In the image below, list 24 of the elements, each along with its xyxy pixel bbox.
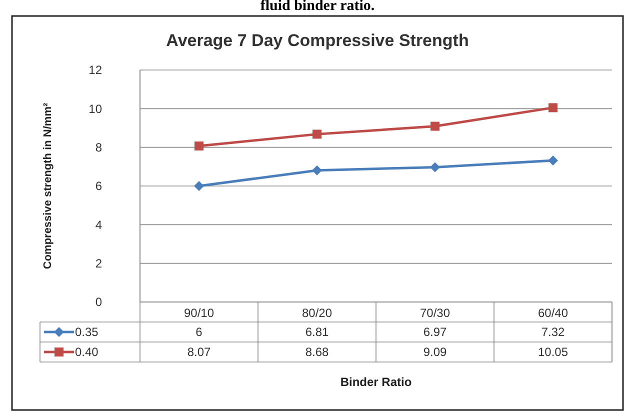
chart-title: Average 7 Day Compressive Strength: [166, 31, 469, 50]
x-tick-label: 80/20: [302, 306, 332, 320]
y-tick-label: 12: [88, 63, 102, 78]
data-label: 9.09: [423, 345, 447, 360]
data-label: 8.07: [187, 345, 211, 360]
data-label: 10.05: [538, 345, 568, 360]
y-tick-label: 10: [88, 102, 102, 116]
y-tick-label: 8: [95, 140, 102, 155]
data-label: 6.97: [423, 325, 447, 340]
x-tick-label: 90/10: [184, 306, 214, 320]
data-label: 8.68: [305, 345, 329, 360]
data-label: 7.32: [541, 325, 565, 340]
y-tick-label: 2: [95, 256, 102, 271]
legend-label: 0.40: [75, 345, 99, 360]
x-tick-label: 60/40: [538, 306, 568, 320]
y-tick-label: 6: [95, 179, 102, 194]
legend-label: 0.35: [75, 325, 99, 340]
y-tick-label: 4: [95, 218, 102, 232]
data-label: 6.81: [305, 325, 329, 340]
y-tick-label: 0: [95, 295, 102, 310]
data-label: 6: [196, 325, 203, 340]
x-axis-title: Binder Ratio: [340, 375, 412, 389]
x-tick-label: 70/30: [420, 306, 450, 320]
y-axis-title: Compressive strength in N/mm²: [42, 102, 54, 270]
